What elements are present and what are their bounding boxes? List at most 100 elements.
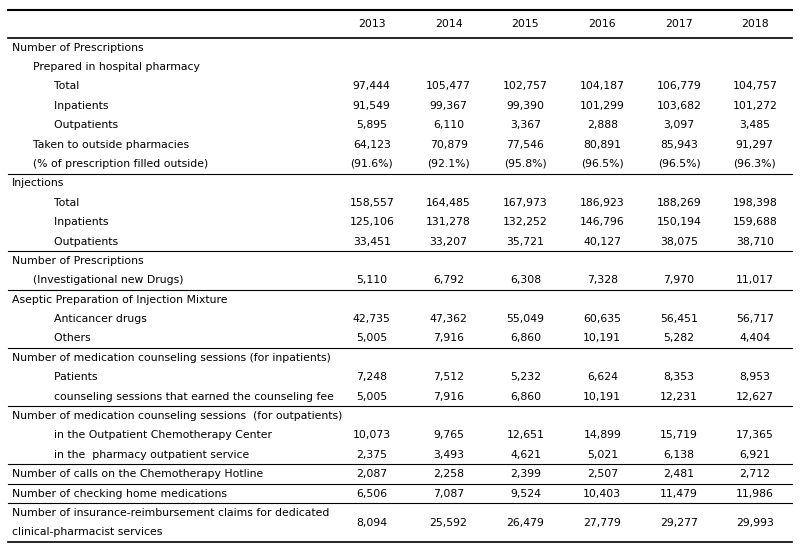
Text: 91,297: 91,297 xyxy=(736,140,774,150)
Text: 26,479: 26,479 xyxy=(506,518,544,527)
Text: 102,757: 102,757 xyxy=(503,81,548,91)
Text: 158,557: 158,557 xyxy=(350,198,394,208)
Text: 146,796: 146,796 xyxy=(580,217,625,227)
Text: 2018: 2018 xyxy=(741,19,769,29)
Text: 2,712: 2,712 xyxy=(739,469,770,479)
Text: 12,651: 12,651 xyxy=(506,431,544,441)
Text: Inpatients: Inpatients xyxy=(40,101,109,111)
Text: 2017: 2017 xyxy=(666,19,693,29)
Text: 131,278: 131,278 xyxy=(426,217,471,227)
Text: Number of checking home medications: Number of checking home medications xyxy=(12,488,227,498)
Text: Inpatients: Inpatients xyxy=(40,217,109,227)
Text: 11,986: 11,986 xyxy=(736,488,774,498)
Text: 35,721: 35,721 xyxy=(506,236,544,246)
Text: 7,916: 7,916 xyxy=(433,392,464,402)
Text: (% of prescription filled outside): (% of prescription filled outside) xyxy=(26,159,208,169)
Text: 85,943: 85,943 xyxy=(660,140,698,150)
Text: 12,231: 12,231 xyxy=(660,392,698,402)
Text: 6,860: 6,860 xyxy=(510,392,541,402)
Text: 29,277: 29,277 xyxy=(660,518,698,527)
Text: 6,624: 6,624 xyxy=(586,372,618,382)
Text: (95.8%): (95.8%) xyxy=(504,159,547,169)
Text: 2014: 2014 xyxy=(434,19,462,29)
Text: Aseptic Preparation of Injection Mixture: Aseptic Preparation of Injection Mixture xyxy=(12,295,227,305)
Text: 6,792: 6,792 xyxy=(433,276,464,285)
Text: 10,403: 10,403 xyxy=(583,488,622,498)
Text: 10,191: 10,191 xyxy=(583,333,622,343)
Text: 77,546: 77,546 xyxy=(506,140,544,150)
Text: 101,299: 101,299 xyxy=(580,101,625,111)
Text: Patients: Patients xyxy=(40,372,98,382)
Text: 47,362: 47,362 xyxy=(430,314,467,324)
Text: 7,512: 7,512 xyxy=(433,372,464,382)
Text: 3,367: 3,367 xyxy=(510,120,541,130)
Text: 2015: 2015 xyxy=(512,19,539,29)
Text: Outpatients: Outpatients xyxy=(40,120,118,130)
Text: 33,451: 33,451 xyxy=(353,236,390,246)
Text: 5,021: 5,021 xyxy=(586,450,618,460)
Text: 9,765: 9,765 xyxy=(433,431,464,441)
Text: 103,682: 103,682 xyxy=(657,101,702,111)
Text: 3,493: 3,493 xyxy=(433,450,464,460)
Text: 2,481: 2,481 xyxy=(664,469,694,479)
Text: (96.3%): (96.3%) xyxy=(734,159,776,169)
Text: 104,187: 104,187 xyxy=(580,81,625,91)
Text: 17,365: 17,365 xyxy=(736,431,774,441)
Text: 6,308: 6,308 xyxy=(510,276,541,285)
Text: (96.5%): (96.5%) xyxy=(581,159,624,169)
Text: 8,353: 8,353 xyxy=(664,372,694,382)
Text: (92.1%): (92.1%) xyxy=(427,159,470,169)
Text: Number of medication counseling sessions  (for outpatients): Number of medication counseling sessions… xyxy=(12,411,342,421)
Text: 27,779: 27,779 xyxy=(583,518,622,527)
Text: 6,138: 6,138 xyxy=(664,450,694,460)
Text: 91,549: 91,549 xyxy=(353,101,390,111)
Text: 97,444: 97,444 xyxy=(353,81,390,91)
Text: in the  pharmacy outpatient service: in the pharmacy outpatient service xyxy=(40,450,250,460)
Text: 186,923: 186,923 xyxy=(580,198,625,208)
Text: 2,888: 2,888 xyxy=(586,120,618,130)
Text: 56,451: 56,451 xyxy=(660,314,698,324)
Text: 8,953: 8,953 xyxy=(739,372,770,382)
Text: 7,970: 7,970 xyxy=(663,276,694,285)
Text: 10,073: 10,073 xyxy=(353,431,391,441)
Text: 70,879: 70,879 xyxy=(430,140,468,150)
Text: 38,075: 38,075 xyxy=(660,236,698,246)
Text: 2,399: 2,399 xyxy=(510,469,541,479)
Text: 42,735: 42,735 xyxy=(353,314,390,324)
Text: 99,367: 99,367 xyxy=(430,101,467,111)
Text: 5,282: 5,282 xyxy=(664,333,694,343)
Text: 29,993: 29,993 xyxy=(736,518,774,527)
Text: 10,191: 10,191 xyxy=(583,392,622,402)
Text: 198,398: 198,398 xyxy=(732,198,777,208)
Text: Number of Prescriptions: Number of Prescriptions xyxy=(12,256,144,266)
Text: 99,390: 99,390 xyxy=(506,101,545,111)
Text: 55,049: 55,049 xyxy=(506,314,545,324)
Text: 4,621: 4,621 xyxy=(510,450,541,460)
Text: 15,719: 15,719 xyxy=(660,431,698,441)
Text: 150,194: 150,194 xyxy=(657,217,702,227)
Text: 125,106: 125,106 xyxy=(350,217,394,227)
Text: 11,017: 11,017 xyxy=(736,276,774,285)
Text: 9,524: 9,524 xyxy=(510,488,541,498)
Text: 8,094: 8,094 xyxy=(356,518,387,527)
Text: 56,717: 56,717 xyxy=(736,314,774,324)
Text: 2016: 2016 xyxy=(589,19,616,29)
Text: 80,891: 80,891 xyxy=(583,140,622,150)
Text: 5,005: 5,005 xyxy=(356,392,387,402)
Text: 7,916: 7,916 xyxy=(433,333,464,343)
Text: 2,087: 2,087 xyxy=(356,469,387,479)
Text: Prepared in hospital pharmacy: Prepared in hospital pharmacy xyxy=(26,62,200,72)
Text: Others: Others xyxy=(40,333,90,343)
Text: 33,207: 33,207 xyxy=(430,236,468,246)
Text: 14,899: 14,899 xyxy=(583,431,622,441)
Text: in the Outpatient Chemotherapy Center: in the Outpatient Chemotherapy Center xyxy=(40,431,272,441)
Text: Number of medication counseling sessions (for inpatients): Number of medication counseling sessions… xyxy=(12,353,331,363)
Text: 2,258: 2,258 xyxy=(433,469,464,479)
Text: Number of calls on the Chemotherapy Hotline: Number of calls on the Chemotherapy Hotl… xyxy=(12,469,263,479)
Text: 7,248: 7,248 xyxy=(356,372,387,382)
Text: 5,232: 5,232 xyxy=(510,372,541,382)
Text: 6,506: 6,506 xyxy=(356,488,387,498)
Text: 2,507: 2,507 xyxy=(586,469,618,479)
Text: 2,375: 2,375 xyxy=(356,450,387,460)
Text: 6,110: 6,110 xyxy=(433,120,464,130)
